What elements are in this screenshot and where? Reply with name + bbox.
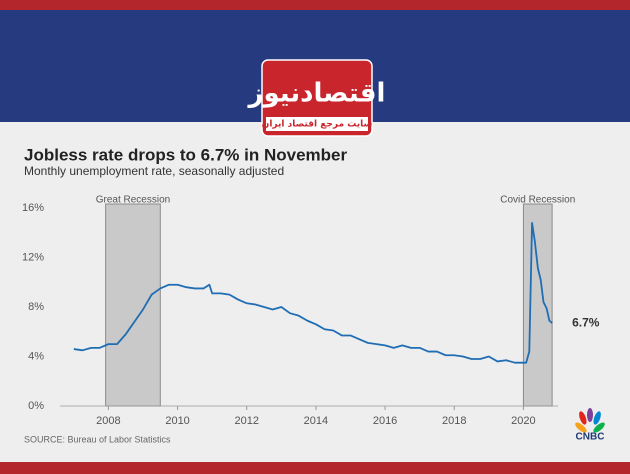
source-note: SOURCE: Bureau of Labor Statistics xyxy=(24,434,171,444)
chart-title: Jobless rate drops to 6.7% in November xyxy=(24,145,347,164)
peacock-feather xyxy=(575,422,587,433)
recession-label: Covid Recession xyxy=(500,195,575,206)
plot: Great Recession Covid Recession 0% 4% 8% 12% 1… xyxy=(22,195,600,427)
peacock-feather xyxy=(593,422,605,433)
chart-subtitle: Monthly unemployment rate, seasonally ad… xyxy=(24,164,284,178)
logo: اقتصادنیوز سایت مرجع اقتصاد ایران xyxy=(247,59,386,137)
y-tick-label: 4% xyxy=(28,350,44,362)
logo-title: اقتصادنیوز xyxy=(247,79,386,109)
recession-band xyxy=(105,203,161,407)
logo-tagline: سایت مرجع اقتصاد ایران xyxy=(262,120,373,130)
y-tick-label: 12% xyxy=(22,251,44,263)
x-tick-label: 2008 xyxy=(96,415,120,427)
y-tick-label: 16% xyxy=(22,202,44,214)
x-tick-label: 2012 xyxy=(235,415,259,427)
peacock-feather xyxy=(593,411,601,425)
top-stripe xyxy=(0,0,630,10)
recession-band xyxy=(522,203,553,407)
peacock-feather xyxy=(579,411,587,425)
value-label: 6.7% xyxy=(572,315,600,329)
brand-logo: CNBC xyxy=(575,408,605,443)
y-tick-label: 0% xyxy=(28,400,44,412)
x-tick-label: 2018 xyxy=(442,415,466,427)
recession-label: Great Recession xyxy=(96,195,170,206)
x-tick-label: 2016 xyxy=(373,415,397,427)
peacock-feather xyxy=(587,408,593,422)
brand-name: CNBC xyxy=(576,432,605,443)
x-tick-label: 2020 xyxy=(511,415,535,427)
x-tick-label: 2010 xyxy=(165,415,189,427)
x-tick-label: 2014 xyxy=(304,415,328,427)
line-series xyxy=(73,221,553,364)
y-tick-label: 8% xyxy=(28,301,44,313)
bottom-stripe xyxy=(0,462,630,474)
logo-tagline-bar xyxy=(266,117,368,131)
